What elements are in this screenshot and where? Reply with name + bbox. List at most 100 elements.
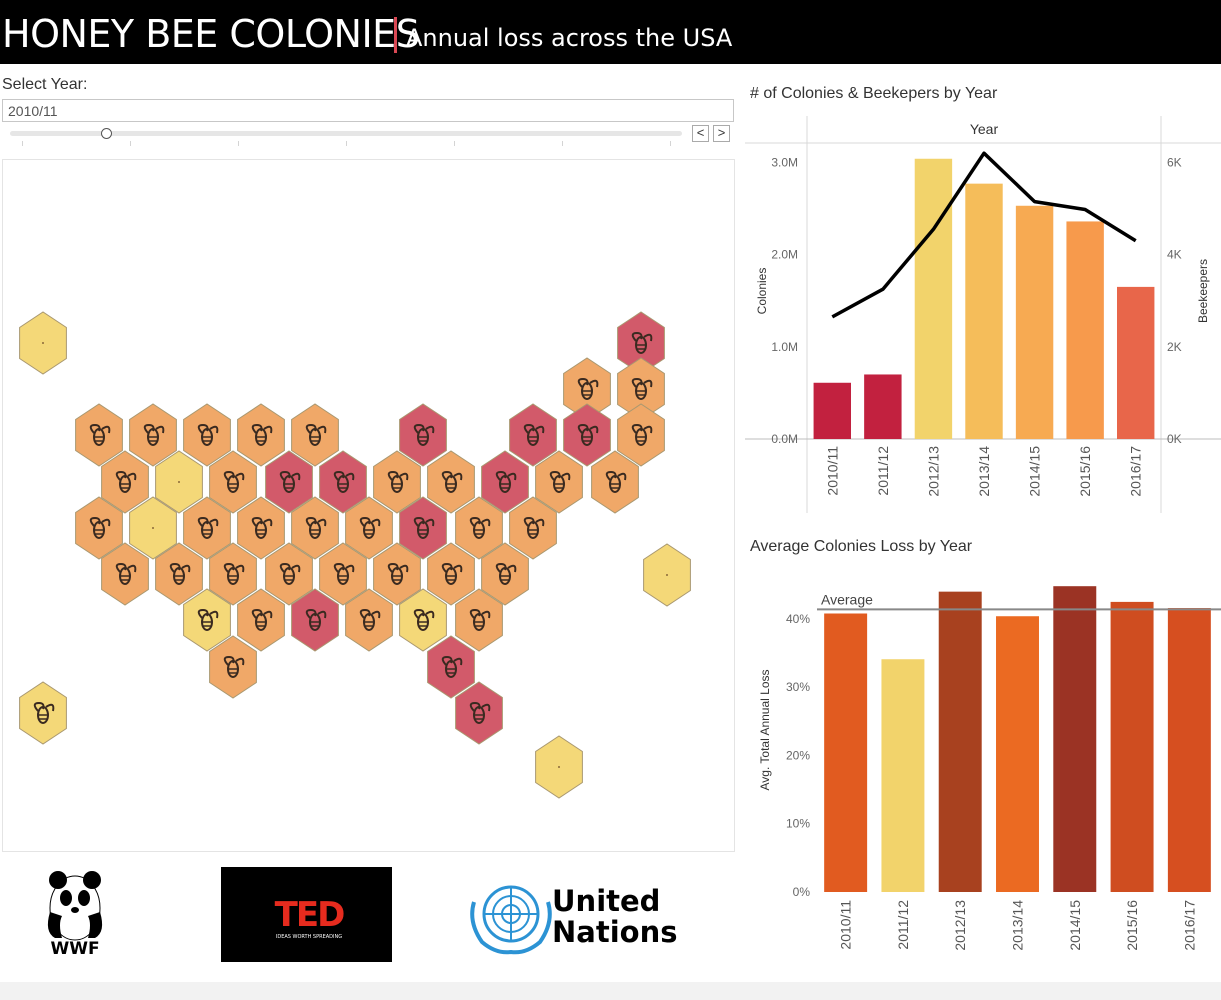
colonies-tick-label: 2.0M [771,248,798,262]
state-hex [399,588,447,652]
year-filter-label: Select Year: [2,76,88,93]
state-hex [481,542,529,606]
hex-map-panel [2,159,735,852]
loss-bar [1110,601,1154,892]
beekeepers-line [831,151,1137,319]
slider-tick [670,141,671,146]
state-hex [345,588,393,652]
bee-icon [413,423,435,446]
year-filter-input[interactable]: 2010/11 [2,99,734,122]
page-title: HONEY BEE COLONIES [2,12,420,56]
state-hex [183,496,231,560]
state-hex [155,542,203,606]
un-label-line1: United [552,884,660,918]
bee-icon [143,423,165,446]
state-hex-tile [563,403,611,467]
state-hex-tile [535,735,583,799]
year-slider-thumb[interactable] [101,128,113,139]
state-hex-tile [427,635,475,699]
state-hex-tile [345,496,393,560]
state-hex-tile [319,542,367,606]
state-hex-tile [481,542,529,606]
state-hex [455,588,503,652]
slider-tick [22,141,23,146]
bee-icon [197,516,219,539]
bee-icon [305,516,327,539]
small-marker [178,481,180,483]
bee-icon [495,470,517,493]
next-year-button[interactable]: > [713,125,730,142]
ted-logo: TED IDEAS WORTH SPREADING [221,867,392,962]
state-hex-tile [535,450,583,514]
state-hex-tile [291,496,339,560]
page-subtitle: Annual loss across the USA [406,24,733,52]
footer-bar [0,982,1221,1000]
colonies-axis-title: Colonies [755,268,769,315]
bee-icon [631,331,653,354]
state-hex [345,496,393,560]
year-slider[interactable] [10,131,682,136]
bee-icon [333,562,355,585]
state-hex-tile [237,403,285,467]
state-hex [399,496,447,560]
year-tick-label: 2012/13 [952,900,968,951]
bee-icon [469,608,491,631]
loss-tick-label: 0% [793,885,811,899]
previous-year-button[interactable]: < [692,125,709,142]
state-hex-tile [155,450,203,514]
bee-icon [413,516,435,539]
state-hex-tile [101,450,149,514]
bee-icon [469,701,491,724]
state-hex-tile [129,403,177,467]
beekeepers-axis-title: Beekeepers [1196,259,1210,323]
bee-icon [279,562,301,585]
state-hex-tile [455,496,503,560]
bee-icon [169,562,191,585]
bee-icon [223,470,245,493]
ted-tagline: IDEAS WORTH SPREADING [276,934,342,940]
loss-bar [938,591,982,892]
average-loss-chart: 0% 10% 20% 30% 40% Avg. Total Annual Loss 2010… [758,586,1221,951]
state-hex [291,588,339,652]
state-hex [101,542,149,606]
state-hex-tile [209,542,257,606]
state-hex [563,403,611,467]
state-hex [101,450,149,514]
beekeepers-tick-label: 2K [1167,340,1182,354]
state-hex [209,542,257,606]
bee-icon [251,608,273,631]
bee-icon [441,655,463,678]
state-hex-tile [399,403,447,467]
state-hex [399,403,447,467]
loss-axis-title: Avg. Total Annual Loss [758,670,772,791]
state-hex-tile [183,403,231,467]
state-hex [291,496,339,560]
loss-tick-label: 10% [786,817,810,831]
bee-icon [223,655,245,678]
colonies-bar [813,382,851,439]
state-hex-tile [617,311,665,375]
year-tick-label: 2010/11 [838,900,854,950]
bee-icon [495,562,517,585]
year-tick-label: 2013/14 [1010,900,1026,951]
state-hex-tile [455,588,503,652]
bee-icon [441,470,463,493]
bee-icon [413,608,435,631]
colonies-bar [1015,205,1054,439]
bee-icon [33,701,55,724]
bee-icon [251,516,273,539]
bee-icon [197,608,219,631]
state-hex [427,635,475,699]
bee-icon [631,423,653,446]
loss-bar [881,659,925,892]
state-hex-tile [19,311,67,375]
bee-icon [577,423,599,446]
state-hex-tile [617,403,665,467]
state-hex [617,357,665,421]
state-hex [427,542,475,606]
bee-icon [605,470,627,493]
year-column-header: Year [970,121,999,137]
state-hex [481,450,529,514]
colonies-bar [864,374,902,439]
loss-tick-label: 40% [786,612,810,626]
